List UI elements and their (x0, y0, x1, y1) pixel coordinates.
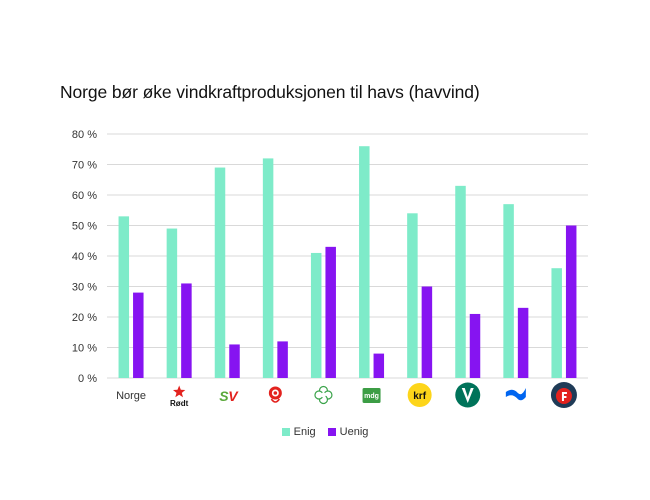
bar-enig-høyre (503, 204, 514, 378)
x-tick-label-sv-s: S (219, 388, 229, 404)
bar-uenig-sp (325, 246, 336, 378)
bars (118, 146, 577, 378)
bar-enig-rødt (166, 228, 178, 378)
chart-title: Norge bør øke vindkraftproduksjonen til … (60, 82, 480, 102)
x-tick-label-krf: krf (413, 391, 426, 402)
y-tick-label: 80 % (72, 129, 97, 141)
legend-item-uenig: Uenig (327, 426, 369, 438)
bar-uenig-krf (421, 286, 433, 378)
legend-label-uenig: Uenig (339, 426, 369, 438)
venstre-v-icon (455, 382, 481, 408)
bar-uenig-rødt (181, 283, 192, 378)
bar-uenig-sv (229, 344, 240, 378)
x-tick-label-sv-v: V (228, 388, 239, 404)
bar-enig-krf (407, 213, 418, 378)
y-tick-label: 10 % (72, 343, 97, 355)
y-tick-label: 70 % (72, 160, 97, 172)
bar-enig-sv (214, 167, 226, 378)
gridlines (107, 133, 588, 379)
legend-item-enig: Enig (281, 426, 316, 438)
bar-uenig-frp (565, 225, 577, 378)
y-tick-label: 20 % (72, 312, 97, 324)
rodt-star-icon: Rødt (170, 385, 189, 408)
x-tick-label-rodt: Rødt (170, 399, 189, 408)
legend-swatch-uenig (327, 428, 336, 436)
krf-logo-icon: krf (407, 383, 432, 407)
legend-swatch-enig (281, 428, 290, 436)
bar-enig-venstre (455, 185, 466, 378)
y-tick-label: 30 % (72, 282, 97, 294)
bar-enig-frp (551, 268, 562, 378)
bar-uenig-norge (133, 292, 144, 378)
ap-rose-icon (268, 386, 282, 403)
mdg-logo-icon: mdg (362, 388, 381, 403)
hoyre-logo-icon (505, 388, 526, 401)
y-axis-ticks: 0 % 10 % 20 % 30 % 40 % 50 % 60 % 70 % 80 % (72, 129, 97, 385)
bar-uenig-ap (277, 341, 288, 378)
y-tick-label: 50 % (72, 221, 97, 233)
bar-enig-norge (118, 216, 130, 378)
bar-uenig-mdg (373, 353, 385, 378)
bar-uenig-høyre (517, 307, 529, 378)
bar-enig-mdg (359, 146, 370, 378)
bar-uenig-venstre (469, 313, 481, 378)
bar-enig-sp (310, 252, 322, 378)
legend-label-enig: Enig (293, 426, 316, 438)
bar-enig-ap (262, 158, 274, 378)
y-tick-label: 60 % (72, 190, 97, 202)
y-tick-label: 40 % (72, 251, 97, 263)
x-tick-label-mdg: mdg (364, 393, 379, 400)
sp-clover-icon (314, 385, 333, 405)
frp-logo-icon (550, 382, 577, 408)
legend: Enig Uenig (0, 426, 650, 438)
x-tick-label-norge: Norge (116, 390, 146, 402)
y-tick-label: 0 % (78, 373, 97, 385)
